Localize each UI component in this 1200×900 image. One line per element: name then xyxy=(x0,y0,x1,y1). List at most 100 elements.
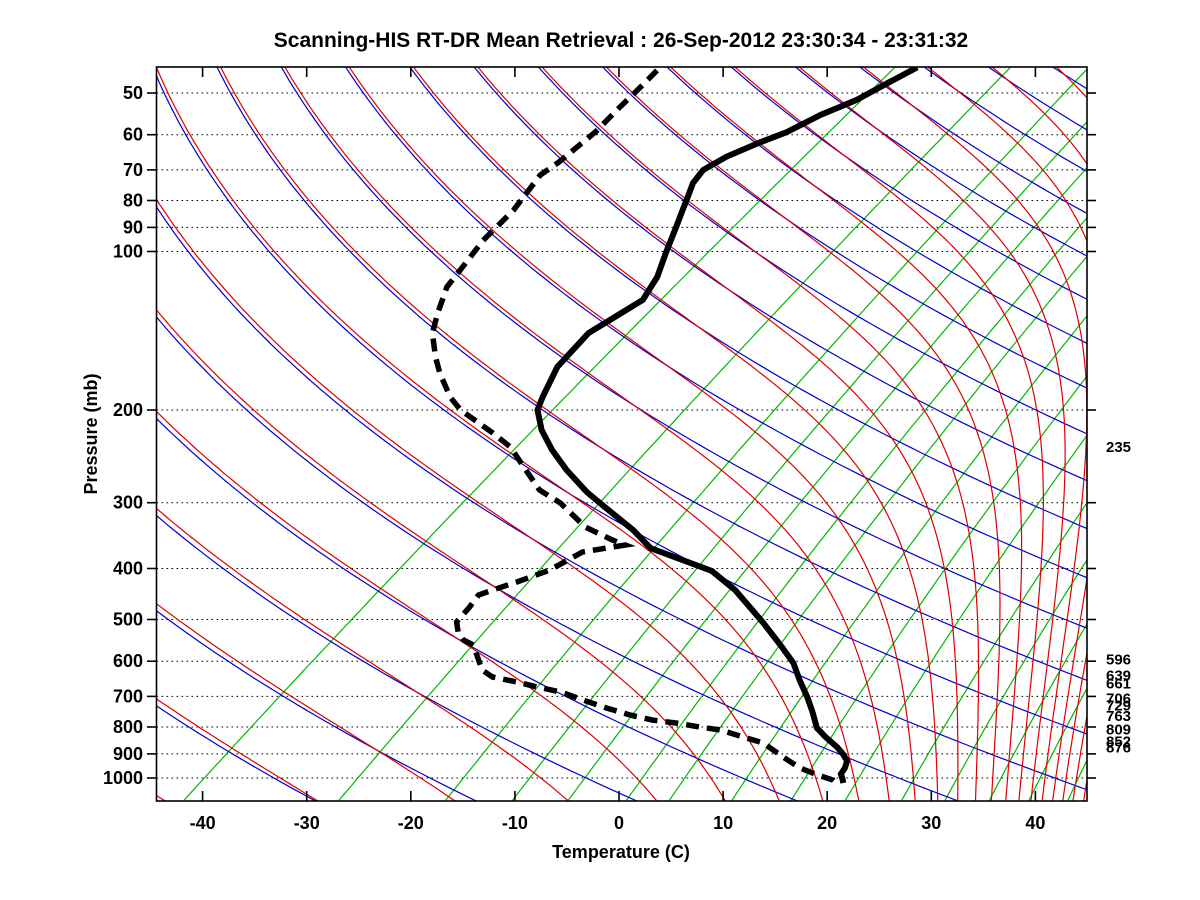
pressure-tick-label: 900 xyxy=(113,744,143,764)
moist-adiabat-line xyxy=(734,67,1045,801)
level-pressure-annotation: 596 xyxy=(1106,652,1131,669)
mixing-ratio-line xyxy=(444,68,1087,801)
dry-adiabat-lines xyxy=(156,67,1087,801)
dry-adiabat-line xyxy=(602,67,1087,389)
temperature-tick-label: 20 xyxy=(817,813,837,833)
temperature-tick-label: 40 xyxy=(1025,813,1045,833)
moist-adiabat-line xyxy=(541,67,980,801)
temperature-tick-label: -40 xyxy=(190,813,216,833)
mixing-ratio-line xyxy=(511,120,1087,801)
temperature-tick-label: -30 xyxy=(294,813,320,833)
y-axis-label: Pressure (mb) xyxy=(81,373,101,494)
chart-title: Scanning-HIS RT-DR Mean Retrieval : 26-S… xyxy=(274,29,968,52)
pressure-tick-label: 600 xyxy=(113,651,143,671)
mixing-ratio-lines xyxy=(182,67,1087,801)
pressure-tick-label: 80 xyxy=(123,191,143,211)
moist-adiabat-lines xyxy=(156,67,1087,801)
dew-point-curve xyxy=(429,68,838,786)
temperature-tick-label: 30 xyxy=(921,813,941,833)
level-pressure-annotation: 706 xyxy=(1106,690,1131,707)
pressure-tick-label: 800 xyxy=(113,717,143,737)
dry-adiabat-line xyxy=(156,205,1087,791)
moist-adiabat-line xyxy=(284,67,890,801)
dry-adiabat-line xyxy=(156,417,798,801)
moist-adiabat-line xyxy=(156,198,780,801)
moist-adiabat-line xyxy=(348,67,916,801)
mixing-ratio-line xyxy=(944,558,1087,801)
temperature-tick-label: 0 xyxy=(614,813,624,833)
level-pressure-annotation: 876 xyxy=(1106,740,1131,757)
dry-adiabat-line xyxy=(988,67,1087,131)
axis-ticks xyxy=(147,67,1096,801)
pressure-tick-label: 50 xyxy=(123,83,143,103)
mixing-ratio-line xyxy=(844,434,1087,801)
dry-adiabat-line xyxy=(156,610,477,801)
level-pressure-annotation: 763 xyxy=(1106,708,1131,725)
moist-adiabat-line xyxy=(927,67,1087,801)
moist-adiabat-line xyxy=(156,67,824,801)
dry-adiabat-line xyxy=(280,67,1087,629)
pressure-tick-label: 300 xyxy=(113,493,143,513)
mixing-ratio-line xyxy=(337,67,1012,801)
moist-adiabat-line xyxy=(156,603,456,801)
dry-adiabat-line xyxy=(795,67,1087,257)
dry-adiabat-line xyxy=(473,67,1087,482)
moist-adiabat-line xyxy=(477,67,959,801)
moist-adiabat-line xyxy=(156,698,319,801)
dry-adiabat-line xyxy=(409,67,1087,530)
moist-adiabat-line xyxy=(798,67,1066,801)
dry-adiabat-line xyxy=(156,74,1087,735)
level-pressure-annotation: 809 xyxy=(1106,722,1131,739)
dry-adiabat-line xyxy=(730,67,1087,300)
mixing-ratio-line xyxy=(625,216,1087,801)
level-pressure-annotation: 639 xyxy=(1106,668,1131,685)
dry-adiabat-line xyxy=(859,67,1087,215)
x-axis-label: Temperature (C) xyxy=(552,842,690,862)
mixing-ratio-line xyxy=(182,67,896,801)
axis-tick-labels: 5060708090100200300400500600700800900100… xyxy=(103,83,1045,833)
mixing-ratio-line xyxy=(790,374,1087,801)
level-pressure-annotation: 661 xyxy=(1106,675,1131,692)
dry-adiabat-line xyxy=(156,316,959,801)
pressure-tick-label: 60 xyxy=(123,125,143,145)
moist-adiabat-line xyxy=(1083,776,1087,801)
moist-adiabat-line xyxy=(156,410,658,801)
dry-adiabat-line xyxy=(156,514,638,801)
moist-adiabat-line xyxy=(156,309,726,801)
moist-adiabat-line xyxy=(991,67,1087,801)
dry-adiabat-line xyxy=(156,705,316,801)
moist-adiabat-line xyxy=(220,67,860,801)
mixing-ratio-line xyxy=(988,622,1087,801)
temperature-tick-label: -10 xyxy=(502,813,528,833)
pressure-tick-label: 100 xyxy=(113,242,143,262)
mixing-ratio-line xyxy=(567,166,1087,801)
temperature-curve xyxy=(534,67,919,784)
moist-adiabat-line xyxy=(670,67,1023,801)
pressure-tick-label: 700 xyxy=(113,686,143,706)
pressure-tick-label: 500 xyxy=(113,610,143,630)
temperature-tick-label: 10 xyxy=(713,813,733,833)
moist-adiabat-line xyxy=(605,67,1001,801)
mixing-ratio-line xyxy=(731,314,1087,801)
moist-adiabat-line xyxy=(156,507,569,801)
temperature-tick-label: -20 xyxy=(398,813,424,833)
pressure-tick-label: 1000 xyxy=(103,768,143,788)
sounding-profiles xyxy=(429,67,919,786)
pressure-tick-label: 90 xyxy=(123,217,143,237)
level-pressure-annotation: 235 xyxy=(1106,439,1131,456)
moist-adiabat-line xyxy=(413,67,939,801)
pressure-gridlines xyxy=(156,92,1087,779)
dry-adiabat-line xyxy=(345,67,1087,579)
pressure-tick-label: 400 xyxy=(113,559,143,579)
level-pressure-annotation: 852 xyxy=(1106,733,1131,750)
mixing-ratio-line xyxy=(668,255,1087,801)
mixing-ratio-line xyxy=(900,501,1087,801)
level-pressure-annotation: 729 xyxy=(1106,698,1131,715)
pressure-tick-label: 200 xyxy=(113,400,143,420)
pressure-tick-label: 70 xyxy=(123,160,143,180)
plot-frame xyxy=(155,66,1088,802)
dry-adiabat-line xyxy=(537,67,1087,435)
